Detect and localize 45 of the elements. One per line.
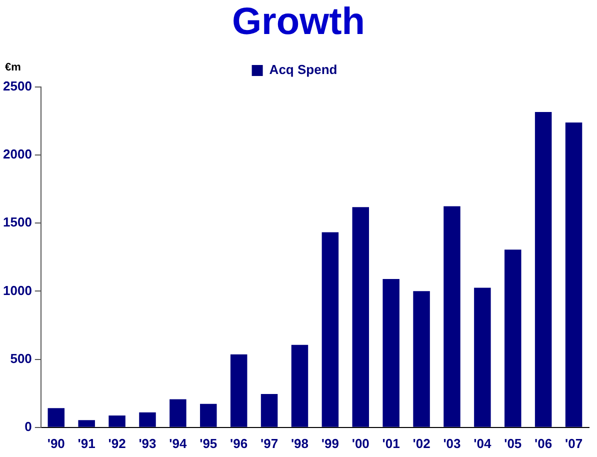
x-tick-label: '02 <box>412 436 430 451</box>
bar <box>534 112 552 427</box>
x-tick-label: '03 <box>443 436 461 451</box>
x-tick-label: '98 <box>290 436 309 451</box>
bar <box>291 344 308 427</box>
bar <box>139 412 156 427</box>
y-tick-label: 0 <box>24 418 32 434</box>
y-tick-label: 1000 <box>3 282 32 298</box>
y-tick-label: 2000 <box>3 146 32 162</box>
x-tick-label: '05 <box>504 436 522 451</box>
y-tick-label: 500 <box>10 350 32 366</box>
bar <box>474 288 491 427</box>
x-tick-label: '01 <box>382 436 400 451</box>
bar <box>108 416 126 427</box>
bar <box>78 420 95 427</box>
bar <box>260 394 278 427</box>
bar <box>322 232 339 427</box>
bar <box>352 207 370 427</box>
x-tick-label: '90 <box>47 436 65 451</box>
bar <box>200 404 217 427</box>
y-axis-title: €m <box>4 62 22 74</box>
bar <box>382 278 400 427</box>
x-tick-label: '00 <box>352 436 370 451</box>
bar <box>504 250 522 427</box>
chart-title: Growth <box>231 0 366 44</box>
x-tick-label: '07 <box>564 436 583 451</box>
bar <box>48 408 65 427</box>
x-tick-label: '97 <box>260 436 278 451</box>
x-tick-label: '04 <box>474 436 492 451</box>
y-tick-label: 2500 <box>3 78 32 94</box>
bar <box>413 291 430 427</box>
x-tick-label: '94 <box>169 436 188 451</box>
x-tick-label: '92 <box>108 436 126 451</box>
x-tick-label: '96 <box>230 436 248 451</box>
bar <box>230 354 248 427</box>
x-tick-label: '99 <box>321 436 339 451</box>
bar <box>444 206 460 427</box>
y-tick-label: 1500 <box>3 214 32 230</box>
x-tick-label: '95 <box>200 436 218 451</box>
x-tick-label: '93 <box>138 436 156 451</box>
bar <box>565 122 582 427</box>
x-tick-label: '91 <box>78 436 96 451</box>
legend-label: Acq Spend <box>269 62 338 78</box>
x-tick-label: '06 <box>534 436 552 451</box>
bar <box>170 399 186 427</box>
